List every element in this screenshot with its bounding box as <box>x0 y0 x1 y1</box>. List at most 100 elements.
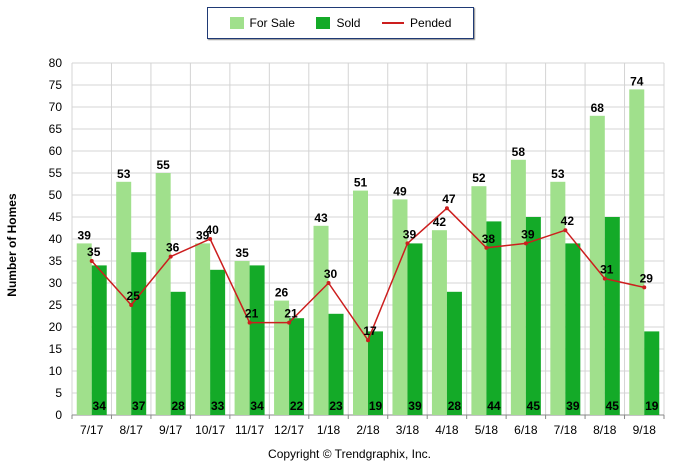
legend-item-sold: Sold <box>316 16 360 30</box>
point-pended <box>602 276 607 281</box>
point-pended <box>484 245 489 250</box>
data-label-sold: 45 <box>527 399 541 413</box>
data-label-sold: 28 <box>448 399 462 413</box>
y-tick-label: 15 <box>49 342 63 356</box>
data-label-pended: 39 <box>403 227 417 241</box>
data-label-for-sale: 51 <box>354 176 368 190</box>
bar-for-sale <box>155 173 171 415</box>
bar-for-sale <box>195 243 211 415</box>
x-tick-label: 6/18 <box>514 423 538 437</box>
data-label-sold: 28 <box>171 399 185 413</box>
point-pended <box>366 338 370 343</box>
bar-for-sale <box>471 186 487 415</box>
x-tick-label: 7/17 <box>80 423 104 437</box>
bar-sold <box>486 221 502 415</box>
bar-sold <box>210 269 226 415</box>
y-tick-label: 75 <box>49 78 63 92</box>
data-label-for-sale: 43 <box>314 211 328 225</box>
bar-for-sale <box>116 181 132 415</box>
legend-item-pended: Pended <box>382 16 451 30</box>
point-pended <box>247 320 252 325</box>
legend-line-pended <box>382 22 405 24</box>
data-label-sold: 44 <box>487 399 501 413</box>
data-label-for-sale: 42 <box>433 215 447 229</box>
data-label-sold: 45 <box>606 399 620 413</box>
bar-sold <box>644 331 660 415</box>
data-label-pended: 30 <box>324 267 338 281</box>
bar-sold <box>565 243 581 415</box>
data-label-for-sale: 58 <box>512 145 526 159</box>
x-tick-label: 3/18 <box>396 423 420 437</box>
bar-for-sale <box>550 181 566 415</box>
data-label-for-sale: 53 <box>551 167 565 181</box>
point-pended <box>208 237 213 241</box>
data-label-pended: 31 <box>600 263 614 277</box>
y-tick-label: 70 <box>49 100 63 114</box>
data-label-pended: 42 <box>561 214 575 228</box>
data-label-for-sale: 74 <box>630 74 644 88</box>
bar-sold <box>368 331 383 415</box>
bar-for-sale <box>353 190 368 415</box>
point-pended <box>129 303 134 307</box>
y-tick-label: 60 <box>49 144 63 158</box>
data-label-pended: 17 <box>363 324 377 338</box>
y-tick-label: 50 <box>49 188 63 202</box>
point-pended <box>168 254 173 259</box>
point-pended <box>326 281 331 285</box>
data-label-for-sale: 39 <box>78 228 92 242</box>
bar-sold <box>525 217 541 415</box>
data-label-for-sale: 35 <box>235 246 249 260</box>
bar-sold <box>446 291 462 415</box>
data-label-sold: 37 <box>132 399 146 413</box>
legend-label-pended: Pended <box>410 16 452 30</box>
data-label-sold: 33 <box>211 399 225 413</box>
data-label-pended: 25 <box>127 289 141 303</box>
data-label-for-sale: 53 <box>117 167 131 181</box>
x-tick-label: 8/18 <box>593 423 617 437</box>
data-label-pended: 39 <box>521 227 535 241</box>
bar-sold <box>289 318 305 415</box>
data-label-sold: 22 <box>290 399 304 413</box>
y-tick-label: 25 <box>49 298 63 312</box>
point-pended <box>287 320 292 325</box>
bar-sold <box>249 265 265 415</box>
x-tick-label: 9/18 <box>633 423 657 437</box>
y-tick-label: 10 <box>49 364 63 378</box>
y-axis-title: Number of Homes <box>5 193 19 297</box>
data-label-for-sale: 52 <box>472 171 486 185</box>
bar-for-sale <box>629 89 645 416</box>
data-label-pended: 40 <box>205 223 219 237</box>
bar-for-sale <box>431 230 447 415</box>
data-label-pended: 35 <box>87 245 101 259</box>
data-label-sold: 23 <box>329 399 343 413</box>
copyright-text: Copyright © Trendgraphix, Inc. <box>268 447 431 461</box>
y-tick-label: 20 <box>49 320 63 334</box>
legend-item-for-sale: For Sale <box>229 16 295 30</box>
data-label-sold: 19 <box>369 399 383 413</box>
data-label-pended: 36 <box>166 241 180 255</box>
bar-sold <box>91 265 107 415</box>
point-pended <box>405 241 410 246</box>
x-tick-label: 12/17 <box>274 423 304 437</box>
bar-sold <box>170 291 186 415</box>
y-tick-label: 5 <box>55 386 62 400</box>
bar-sold <box>407 243 423 415</box>
data-label-for-sale: 39 <box>196 228 210 242</box>
y-tick-label: 80 <box>49 56 63 70</box>
y-tick-label: 40 <box>49 232 63 246</box>
x-tick-label: 7/18 <box>554 423 578 437</box>
legend-swatch-sold <box>316 17 331 29</box>
x-tick-label: 11/17 <box>235 423 264 437</box>
x-tick-label: 8/17 <box>120 423 144 437</box>
x-tick-label: 2/18 <box>356 423 380 437</box>
bar-for-sale <box>510 159 526 415</box>
y-tick-label: 65 <box>49 122 63 136</box>
point-pended <box>89 259 94 263</box>
legend: For Sale Sold Pended <box>207 7 474 39</box>
data-label-pended: 29 <box>640 271 654 285</box>
bar-sold <box>604 217 620 415</box>
data-label-for-sale: 26 <box>275 286 289 300</box>
legend-label-sold: Sold <box>336 16 361 30</box>
y-tick-label: 30 <box>49 276 63 290</box>
